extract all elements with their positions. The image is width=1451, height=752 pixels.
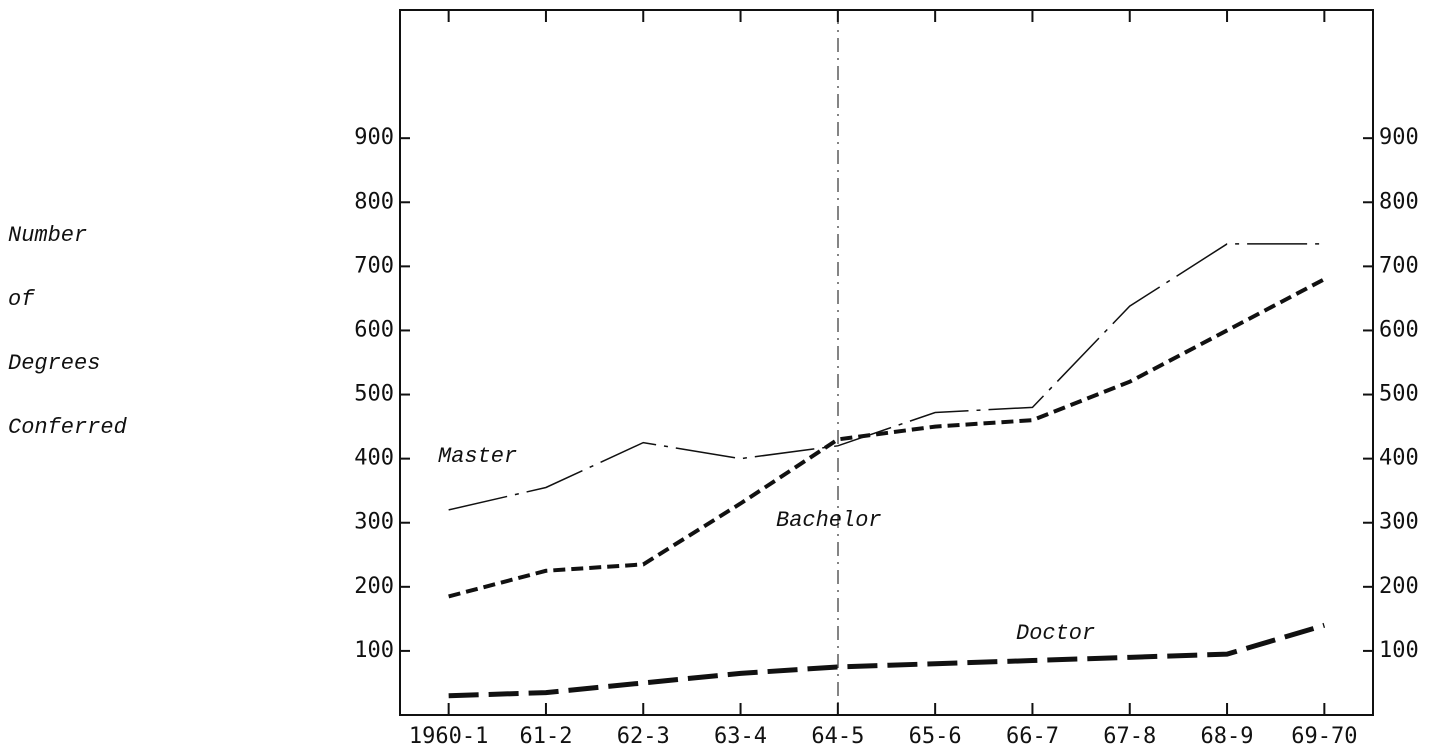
x-tick-label: 62-3 — [617, 724, 670, 749]
series-label: Master — [438, 444, 517, 469]
y-axis-label: Degrees — [8, 351, 100, 376]
y-tick-label: 500 — [354, 382, 394, 407]
y-axis-label: Number — [8, 223, 87, 248]
y-axis-label: of — [8, 287, 35, 312]
y-tick-label: 200 — [354, 574, 394, 599]
x-tick-label: 68-9 — [1201, 724, 1254, 749]
y-tick-label: 400 — [354, 446, 394, 471]
y2-tick-label: 800 — [1379, 189, 1419, 214]
x-tick-label: 65-6 — [909, 724, 962, 749]
series-line — [448, 622, 1326, 699]
y2-tick-label: 300 — [1379, 510, 1419, 535]
x-tick-label: 61-2 — [519, 724, 572, 749]
y2-tick-label: 700 — [1379, 253, 1419, 278]
x-tick-label: 1960-1 — [409, 724, 488, 749]
series-line — [448, 243, 1325, 511]
y2-tick-label: 600 — [1379, 317, 1419, 342]
y-tick-label: 300 — [354, 510, 394, 535]
y2-tick-label: 200 — [1379, 574, 1419, 599]
y-tick-label: 900 — [354, 125, 394, 150]
y2-tick-label: 400 — [1379, 446, 1419, 471]
y-tick-label: 700 — [354, 253, 394, 278]
series-label: Doctor — [1016, 621, 1095, 646]
y2-tick-label: 100 — [1379, 638, 1419, 663]
x-tick-label: 67-8 — [1103, 724, 1156, 749]
plot-frame — [399, 9, 1374, 716]
y-tick-label: 100 — [354, 638, 394, 663]
y-tick-label: 600 — [354, 317, 394, 342]
y2-tick-label: 900 — [1379, 125, 1419, 150]
series-label: Bachelor — [776, 508, 882, 533]
y2-tick-label: 500 — [1379, 382, 1419, 407]
series-line — [448, 277, 1326, 599]
y-tick-label: 800 — [354, 189, 394, 214]
y-axis-label: Conferred — [8, 415, 128, 440]
x-tick-label: 64-5 — [811, 724, 864, 749]
x-tick-label: 69-70 — [1291, 724, 1357, 749]
x-tick-label: 63-4 — [714, 724, 767, 749]
x-tick-label: 66-7 — [1006, 724, 1059, 749]
